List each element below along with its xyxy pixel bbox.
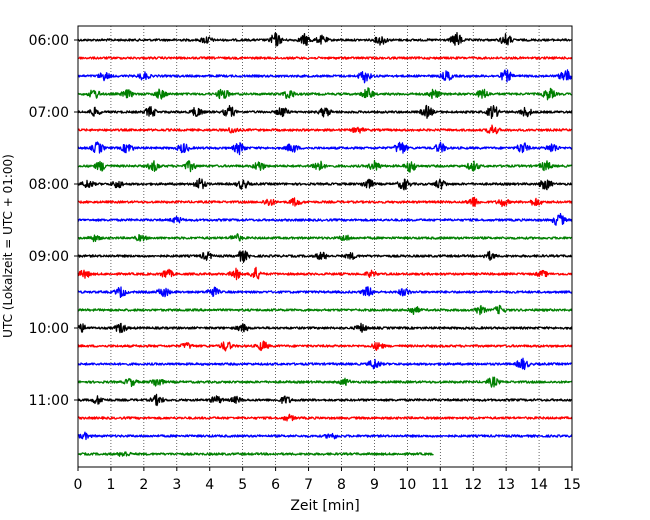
x-tick-label-3: 3 [172,477,181,493]
x-tick-label-15: 15 [563,477,581,493]
trace-0845 [77,233,573,243]
trace-0915 [77,266,573,281]
trace-1115 [77,413,573,422]
x-tick-label-8: 8 [337,477,346,493]
x-tick-label-2: 2 [139,477,148,493]
x-tick-label-9: 9 [370,477,379,493]
trace-1030 [77,357,573,371]
trace-0615 [77,56,573,60]
x-tick-label-6: 6 [271,477,280,493]
x-tick-label-7: 7 [304,477,313,493]
trace-0945 [77,304,573,316]
x-tick-label-4: 4 [205,477,214,493]
x-tick-label-0: 0 [74,477,83,493]
x-tick-label-11: 11 [431,477,449,493]
trace-1145 [77,451,434,457]
trace-0930 [77,286,573,299]
plot-frame [77,25,573,468]
trace-0645 [77,87,573,101]
trace-group [77,31,573,457]
trace-0745 [77,159,573,173]
trace-1130 [77,431,573,441]
trace-1000 [77,322,573,334]
y-tick-label-0: 06:00 [29,33,69,49]
trace-0715 [77,124,573,135]
trace-0800 [77,177,573,191]
x-tick-label-13: 13 [497,477,515,493]
y-tick-label-2: 08:00 [29,177,69,193]
trace-0630 [77,69,573,84]
trace-0730 [77,141,573,156]
x-tick-label-5: 5 [238,477,247,493]
x-axis-ticks: 0 1 2 3 4 5 6 7 8 9 10 11 12 13 14 15 [74,467,581,493]
x-tick-label-14: 14 [530,477,548,493]
y-tick-label-3: 09:00 [29,249,69,265]
y-tick-label-4: 10:00 [29,321,69,337]
x-tick-label-1: 1 [106,477,115,493]
trace-1045 [77,376,573,388]
x-tick-label-12: 12 [464,477,482,493]
trace-0900 [77,250,573,263]
trace-0815 [77,196,573,208]
x-tick-label-10: 10 [398,477,416,493]
trace-1015 [77,340,573,352]
trace-0600 [77,31,573,47]
y-tick-label-5: 11:00 [29,393,69,409]
x-axis-label: Zeit [min] [290,498,359,514]
y-tick-label-1: 07:00 [29,105,69,121]
trace-0830 [77,212,573,226]
y-axis-ticks: 06:00 07:00 08:00 09:00 10:00 11:00 [29,33,78,409]
trace-1100 [77,393,573,407]
trace-0700 [77,104,573,120]
y-axis-label: UTC (Lokalzeit = UTC + 01:00) [1,154,15,338]
